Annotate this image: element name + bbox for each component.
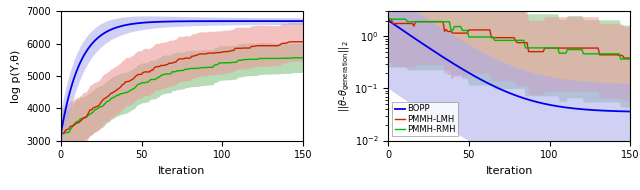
X-axis label: Iteration: Iteration (158, 166, 205, 176)
PMMH-RMH (554, 47, 561, 49)
BOPP (554, 105, 561, 107)
PMMH-LMH (502, 36, 510, 39)
Line: PMMH-RMH: PMMH-RMH (388, 19, 630, 59)
Y-axis label: $||\theta$-$\theta_{\rm generation}||_2$: $||\theta$-$\theta_{\rm generation}||_2$ (337, 40, 351, 112)
PMMH-LMH (554, 47, 561, 49)
X-axis label: Iteration: Iteration (486, 166, 533, 176)
BOPP (470, 74, 477, 77)
PMMH-LMH (627, 57, 634, 59)
PMMH-RMH (623, 58, 631, 60)
PMMH-LMH (623, 57, 631, 59)
BOPP (502, 90, 510, 93)
PMMH-RMH (502, 39, 510, 42)
Legend: BOPP, PMMH-LMH, PMMH-RMH: BOPP, PMMH-LMH, PMMH-RMH (392, 102, 458, 136)
Line: BOPP: BOPP (388, 20, 630, 112)
Line: PMMH-LMH: PMMH-LMH (388, 19, 630, 58)
Y-axis label: log p(Y,θ): log p(Y,θ) (11, 49, 21, 103)
BOPP (384, 19, 392, 21)
PMMH-RMH (617, 58, 625, 60)
BOPP (621, 110, 629, 112)
PMMH-LMH (620, 57, 628, 59)
BOPP (538, 102, 545, 104)
PMMH-RMH (531, 47, 539, 49)
BOPP (531, 100, 539, 103)
PMMH-LMH (384, 18, 392, 20)
PMMH-RMH (470, 36, 477, 38)
PMMH-RMH (627, 58, 634, 60)
PMMH-LMH (538, 51, 545, 53)
PMMH-LMH (531, 51, 539, 53)
PMMH-RMH (538, 47, 545, 49)
PMMH-RMH (384, 18, 392, 20)
PMMH-LMH (470, 29, 477, 31)
BOPP (627, 110, 634, 113)
